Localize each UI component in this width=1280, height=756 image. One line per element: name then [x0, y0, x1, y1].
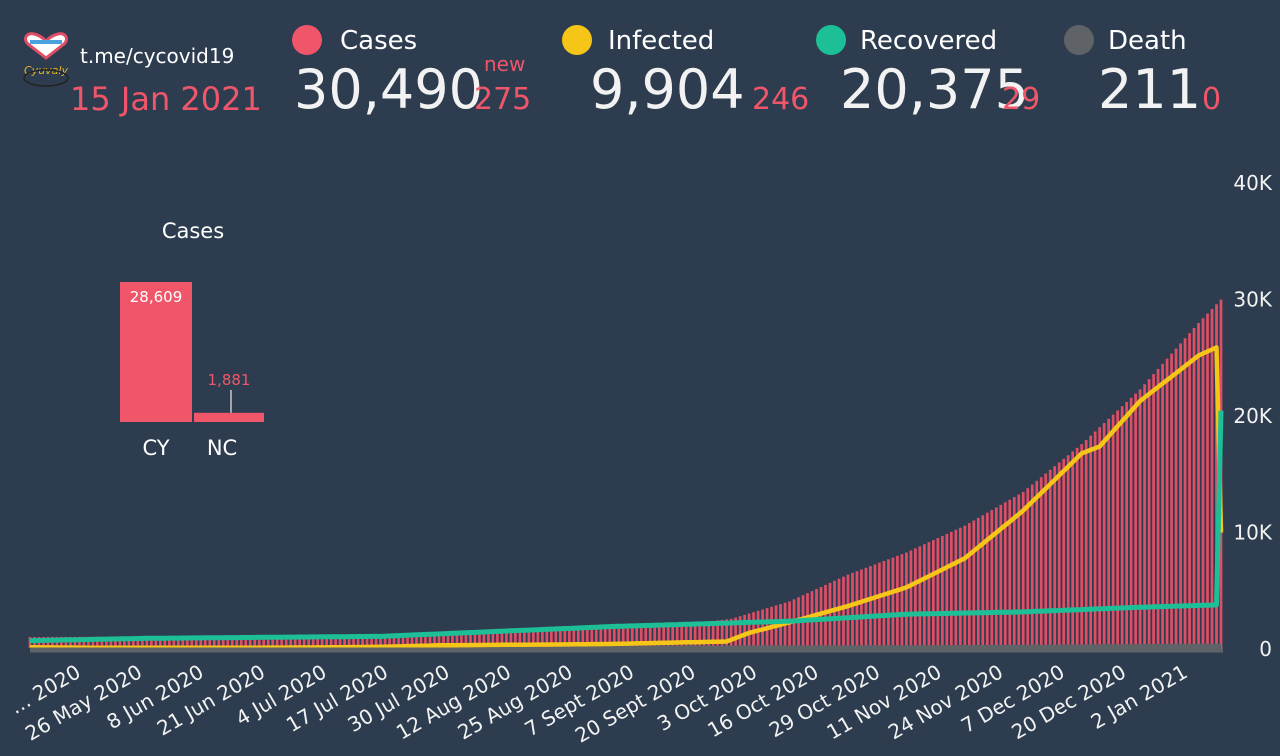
cy-bar-label: CY	[142, 436, 169, 460]
case-bar	[896, 556, 899, 648]
case-bar	[1026, 488, 1029, 648]
case-bar	[1098, 427, 1101, 648]
case-bar	[1040, 477, 1043, 648]
case-bar	[1112, 415, 1115, 648]
case-bar	[842, 577, 845, 648]
case-bar	[856, 571, 859, 648]
case-bar	[981, 515, 984, 648]
case-bar	[932, 540, 935, 648]
case-bar	[919, 546, 922, 648]
case-bar	[1193, 328, 1196, 648]
case-bar	[901, 554, 904, 648]
case-bar	[1184, 338, 1187, 648]
case-bar	[838, 579, 841, 648]
case-bar	[865, 568, 868, 648]
nc-bar-value: 1,881	[208, 371, 251, 389]
case-bar	[1125, 402, 1128, 648]
case-bar	[923, 544, 926, 648]
case-bar	[954, 530, 957, 648]
case-bar	[950, 532, 953, 648]
case-bar	[928, 542, 931, 648]
case-bar	[1035, 481, 1038, 648]
case-bar	[1085, 440, 1088, 648]
case-bar	[1062, 459, 1065, 648]
case-bar	[1188, 333, 1191, 648]
case-bar	[851, 573, 854, 648]
case-bar	[963, 526, 966, 648]
case-bar	[1206, 314, 1209, 648]
case-bar	[1094, 431, 1097, 648]
case-bar	[946, 534, 949, 648]
case-bar	[1103, 423, 1106, 648]
case-bar	[1107, 419, 1110, 648]
case-bar	[860, 570, 863, 649]
case-bar	[874, 564, 877, 648]
y-tick-label: 10K	[1233, 521, 1272, 545]
y-tick-label: 20K	[1233, 404, 1272, 428]
case-bar	[833, 581, 836, 648]
case-bar	[1121, 406, 1124, 648]
case-bar	[937, 538, 940, 648]
case-bar	[1022, 492, 1025, 648]
case-bar	[1202, 318, 1205, 648]
nc-bar-label: NC	[207, 436, 237, 460]
case-bar	[972, 520, 975, 648]
case-bar	[977, 518, 980, 648]
case-bar	[914, 548, 917, 648]
case-bar	[1179, 343, 1182, 648]
y-tick-label: 0	[1259, 637, 1272, 661]
case-bar	[905, 552, 908, 648]
case-bar	[847, 575, 850, 648]
case-bar	[1076, 448, 1079, 648]
nc-bar	[194, 413, 264, 422]
case-bar	[869, 566, 872, 648]
case-bar	[887, 559, 890, 648]
case-bar	[829, 583, 832, 648]
case-bar	[892, 558, 895, 648]
case-bar	[1031, 485, 1034, 648]
case-bar	[986, 513, 989, 648]
case-bar	[990, 510, 993, 648]
case-bar	[1197, 323, 1200, 648]
case-bar	[1116, 410, 1119, 648]
case-bar	[910, 550, 913, 648]
case-bar	[1175, 349, 1178, 648]
case-bar	[1211, 309, 1214, 648]
case-bar	[1089, 436, 1092, 648]
case-bar	[1044, 474, 1047, 648]
case-bar	[1067, 455, 1070, 648]
case-bar	[1130, 398, 1133, 648]
case-bar	[1080, 444, 1083, 648]
inset-title: Cases	[162, 219, 224, 243]
y-tick-label: 30K	[1233, 288, 1272, 312]
case-bar	[995, 507, 998, 648]
case-bar	[743, 615, 746, 648]
case-bar	[1053, 466, 1056, 648]
case-bar	[824, 585, 827, 648]
cy-bar-value: 28,609	[130, 288, 183, 306]
y-tick-label: 40K	[1233, 171, 1272, 195]
case-bar	[1049, 470, 1052, 648]
case-bar	[941, 536, 944, 648]
case-bar	[1058, 463, 1061, 649]
case-bar	[883, 561, 886, 648]
case-bar	[968, 523, 971, 648]
case-bar	[1071, 451, 1074, 648]
case-bar	[959, 528, 962, 648]
case-bar	[878, 563, 881, 648]
